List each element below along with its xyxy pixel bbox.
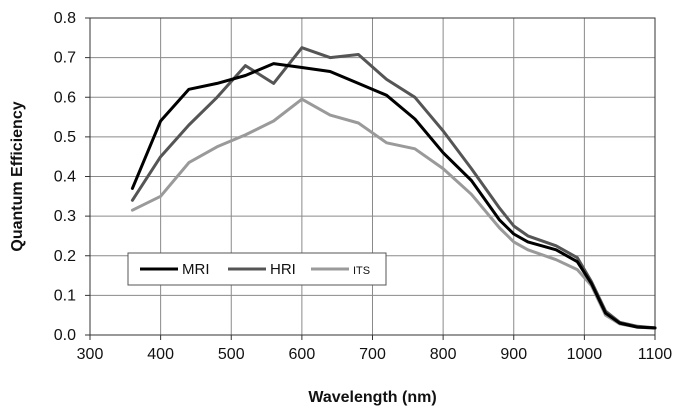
x-tick-label: 1100 [638,346,673,363]
legend: MRI HRI ITS [127,252,387,286]
y-axis-ticks: 0.0 0.1 0.2 0.3 0.4 0.5 0.6 0.7 0.8 [54,10,90,344]
legend-label-hri: HRI [270,261,296,278]
y-tick-label: 0.2 [54,248,76,265]
y-tick-label: 0.3 [54,208,76,225]
y-tick-label: 0.5 [54,129,76,146]
y-tick-label: 0.4 [54,169,76,186]
series-line-mri [130,62,657,330]
x-tick-label: 600 [289,346,316,363]
y-tick-label: 0.0 [54,327,76,344]
x-tick-label: 500 [218,346,245,363]
y-tick-label: 0.8 [54,10,76,27]
y-tick-label: 0.7 [54,50,76,67]
y-tick-label: 0.6 [54,89,76,106]
x-tick-label: 400 [147,346,174,363]
series-layer [130,46,657,330]
x-tick-label: 800 [430,346,457,363]
legend-label-mri: MRI [182,261,210,278]
x-tick-label: 700 [359,346,386,363]
x-axis-title: Wavelength (nm) [308,389,436,406]
series-line-its [130,97,657,330]
y-axis-title: Quantum Efficiency [9,101,26,251]
x-tick-label: 1000 [567,346,603,363]
x-tick-label: 300 [77,346,104,363]
series-line-hri [130,46,657,330]
legend-label-its: ITS [353,265,370,277]
x-axis-ticks: 300 400 500 600 700 800 900 1000 1100 [77,335,673,363]
x-tick-label: 900 [500,346,527,363]
y-tick-label: 0.1 [54,287,76,304]
